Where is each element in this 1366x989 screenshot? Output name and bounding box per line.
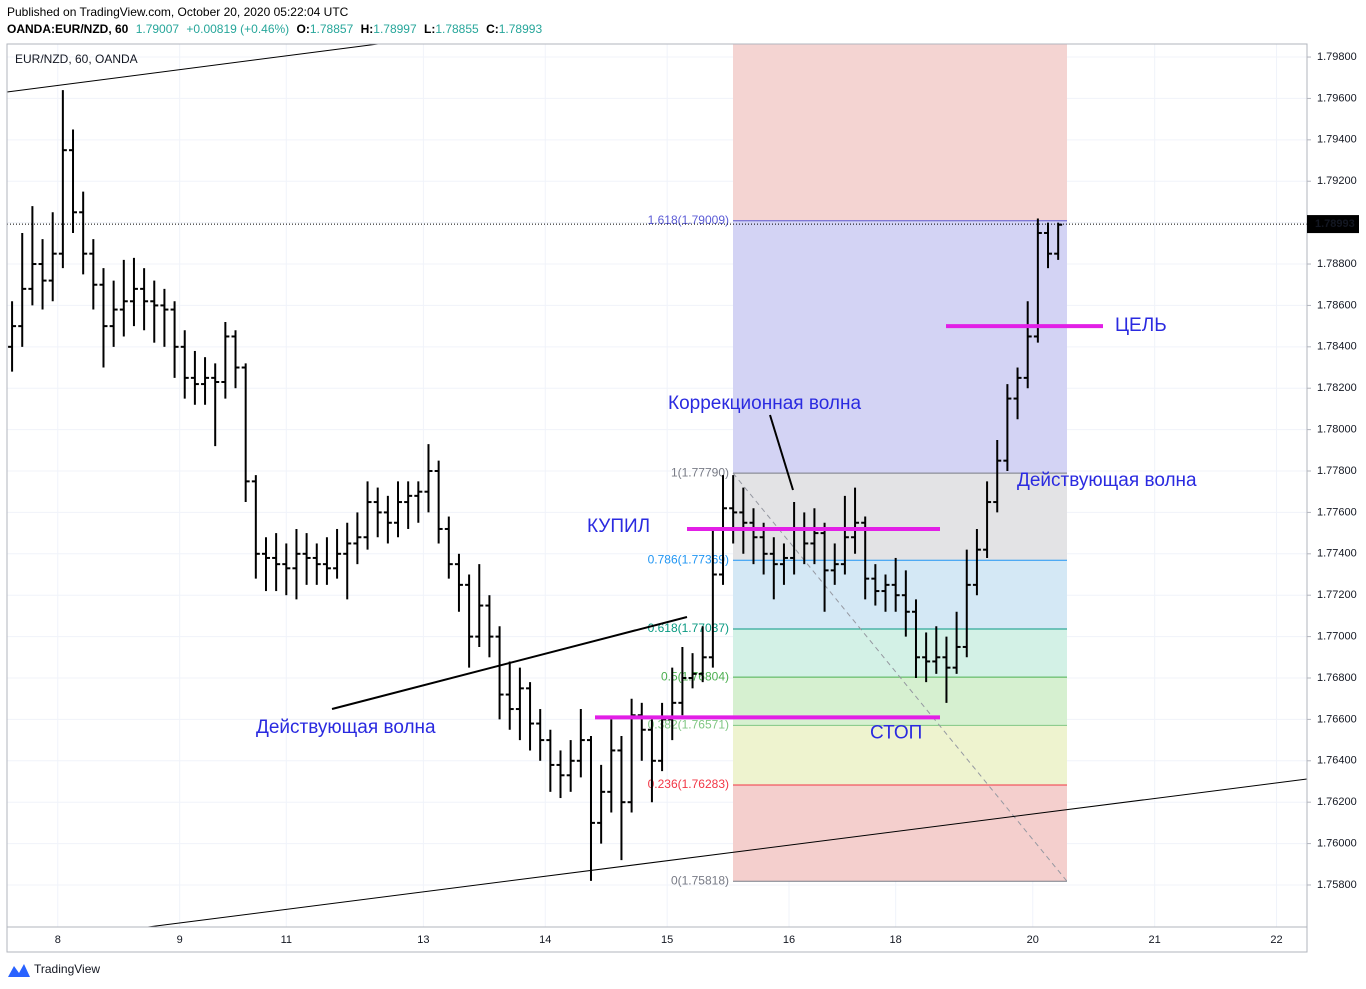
x-tick-label: 13 — [417, 934, 429, 946]
fib-zone — [733, 220, 1067, 474]
trade-level-label: СТОП — [870, 722, 922, 743]
x-tick-label: 20 — [1027, 934, 1039, 946]
fib-label: 0.786(1.77369) — [648, 552, 729, 566]
y-tick-label: 1.78800 — [1317, 258, 1357, 270]
fib-zone — [733, 785, 1067, 882]
h-label: H: — [361, 22, 374, 36]
y-tick-label: 1.76600 — [1317, 713, 1357, 725]
logo — [8, 964, 30, 977]
y-tick-label: 1.77200 — [1317, 589, 1357, 601]
y-tick-label: 1.78200 — [1317, 382, 1357, 394]
y-tick-label: 1.77400 — [1317, 548, 1357, 560]
chart-title: EUR/NZD, 60, OANDA — [15, 52, 138, 66]
x-tick-label: 14 — [539, 934, 551, 946]
x-tick-label: 11 — [281, 934, 292, 946]
low: 1.78855 — [435, 22, 479, 36]
annotation: Действующая волна — [256, 717, 436, 738]
fib-label: 1(1.77790) — [671, 465, 729, 479]
y-tick-label: 1.78000 — [1317, 424, 1357, 436]
footer: TradingView — [34, 962, 100, 976]
y-tick-label: 1.76000 — [1317, 837, 1357, 849]
fib-zone — [733, 44, 1067, 221]
open: 1.78857 — [310, 22, 354, 36]
y-tick-label: 1.79200 — [1317, 175, 1357, 187]
l-label: L: — [424, 22, 435, 36]
fib-zone — [733, 560, 1067, 629]
x-tick-label: 21 — [1149, 934, 1161, 946]
fib-zone — [733, 628, 1067, 678]
y-tick-label: 1.79600 — [1317, 92, 1357, 104]
fib-label: 0(1.75818) — [671, 873, 729, 887]
trend-line — [147, 778, 1308, 928]
fib-label: 0.382(1.76571) — [648, 718, 729, 732]
x-tick-label: 18 — [890, 934, 902, 946]
y-tick-label: 1.76400 — [1317, 755, 1357, 767]
y-tick-label: 1.78400 — [1317, 341, 1357, 353]
y-tick-label: 1.76200 — [1317, 796, 1357, 808]
published: Published on TradingView.com, October 20… — [7, 5, 349, 19]
last: 1.79007 — [136, 22, 180, 36]
change: +0.00819 (+0.46%) — [186, 22, 289, 36]
fib-zone — [733, 473, 1067, 561]
x-tick-label: 8 — [55, 934, 61, 946]
y-tick-label: 1.79400 — [1317, 134, 1357, 146]
high: 1.78997 — [373, 22, 417, 36]
y-tick-label: 1.78600 — [1317, 299, 1357, 311]
pointer — [769, 414, 794, 491]
trade-level-label: ЦЕЛЬ — [1115, 315, 1167, 336]
fib-label: 1.618(1.79009) — [648, 213, 729, 227]
x-tick-label: 22 — [1270, 934, 1282, 946]
o-label: O: — [297, 22, 310, 36]
last-price-label: 1.78993 — [1315, 218, 1355, 230]
y-tick-label: 1.76800 — [1317, 672, 1357, 684]
trade-level-label: КУПИЛ — [587, 516, 650, 537]
x-tick-label: 9 — [177, 934, 183, 946]
c-label: C: — [486, 22, 499, 36]
annotation: Коррекционная волна — [668, 393, 861, 414]
y-tick-label: 1.75800 — [1317, 879, 1357, 891]
fib-label: 0.5(1.76804) — [661, 669, 729, 683]
trend-line — [6, 43, 379, 93]
symbol: OANDA:EUR/NZD, 60 — [7, 22, 129, 36]
last-price-box — [1307, 215, 1359, 234]
y-tick-label: 1.77800 — [1317, 465, 1357, 477]
fib-label: 0.236(1.76283) — [648, 777, 729, 791]
close: 1.78993 — [499, 22, 543, 36]
fib-trend — [732, 472, 1068, 882]
annotation: Действующая волна — [1017, 470, 1197, 491]
plot: 0(1.75818) 0.236(1.76283) 0.382(1.76571) 0.… — [6, 43, 1308, 928]
y-tick-label: 1.77600 — [1317, 506, 1357, 518]
time-axis — [6, 926, 1308, 953]
x-tick-label: 15 — [661, 934, 673, 946]
quote-line: OANDA:EUR/NZD, 60 1.79007 +0.00819 (+0.4… — [7, 22, 542, 36]
fib-label: 0.618(1.77037) — [648, 621, 729, 635]
y-tick-label: 1.79800 — [1317, 51, 1357, 63]
y-tick-label: 1.77000 — [1317, 631, 1357, 643]
x-tick-label: 16 — [783, 934, 795, 946]
fib-zone — [733, 725, 1067, 786]
